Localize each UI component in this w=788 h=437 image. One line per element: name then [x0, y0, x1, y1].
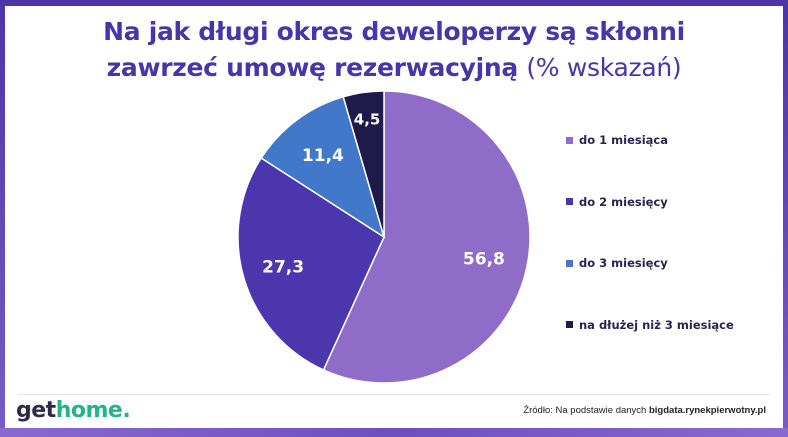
- legend-label-2: do 2 miesięcy: [579, 194, 668, 209]
- legend-swatch-1: [566, 136, 573, 144]
- source-site: bigdata.rynekpierwotny.pl: [648, 405, 766, 416]
- footer-divider: [18, 394, 770, 395]
- pie-slice-label-3: 11,4: [302, 146, 344, 166]
- chart-title-main: Na jak długi okres deweloperzy są skłonn…: [103, 17, 685, 82]
- frame-left-border: [0, 0, 5, 437]
- legend-label-4: na dłużej niż 3 miesiące: [579, 317, 734, 332]
- pie-slice-4: [342, 90, 385, 238]
- legend-item-2: do 2 miesięcy: [566, 195, 668, 209]
- frame-top-border: [0, 0, 788, 6]
- legend-swatch-4: [566, 321, 573, 328]
- pie-slice-label-2: 27,3: [262, 258, 304, 278]
- legend-item-4: na dłużej niż 3 miesiące: [566, 318, 734, 332]
- frame-right-border: [783, 0, 788, 437]
- legend-label-3: do 3 miesięcy: [579, 256, 668, 270]
- pie-slice-1: [322, 90, 531, 384]
- legend-swatch-2: [566, 198, 573, 205]
- legend-swatch-3: [566, 259, 573, 267]
- pie-slice-label-1: 56,8: [463, 250, 505, 270]
- logo-dot: .: [122, 398, 131, 423]
- logo-get: get: [16, 398, 56, 423]
- legend-item-3: do 3 miesięcy: [566, 256, 668, 270]
- frame-bottom-border: [0, 428, 788, 437]
- source-prefix: Źródło: Na podstawie danych: [523, 405, 649, 416]
- chart-title-unit: (% wskazań): [526, 53, 682, 82]
- source-note: Źródło: Na podstawie danych bigdata.ryne…: [523, 405, 766, 416]
- legend-item-1: do 1 miesiąca: [566, 133, 668, 147]
- pie-slice-2: [237, 156, 385, 371]
- chart-title: Na jak długi okres deweloperzy są skłonn…: [60, 14, 728, 86]
- pie-slice-label-4: 4,5: [354, 111, 381, 129]
- legend-label-1: do 1 miesiąca: [579, 133, 668, 147]
- gethome-logo: gethome.: [16, 398, 131, 423]
- logo-home: home: [55, 398, 123, 423]
